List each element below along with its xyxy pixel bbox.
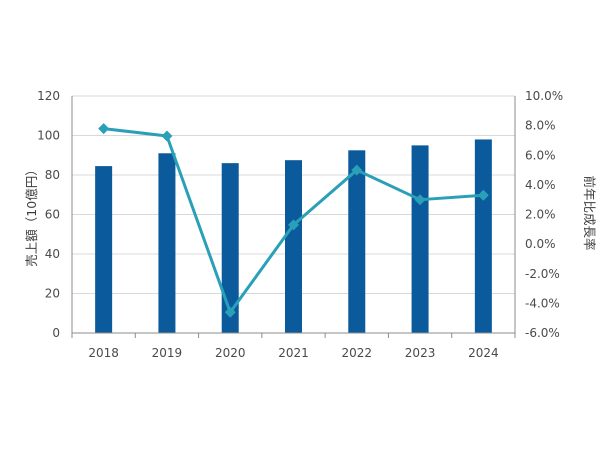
x-tick-label: 2023 bbox=[405, 346, 436, 360]
growth-point-2019 bbox=[161, 130, 173, 142]
x-tick-label: 2021 bbox=[278, 346, 309, 360]
left-tick-label: 20 bbox=[45, 287, 60, 301]
left-tick-label: 80 bbox=[45, 168, 60, 182]
bar-series bbox=[95, 139, 492, 333]
left-tick-label: 120 bbox=[37, 89, 60, 103]
growth-point-2024 bbox=[477, 189, 489, 201]
x-tick-label: 2019 bbox=[152, 346, 183, 360]
right-tick-label: 10.0% bbox=[525, 89, 563, 103]
x-tick-label: 2020 bbox=[215, 346, 246, 360]
bar-2020 bbox=[221, 163, 239, 333]
bar-2023 bbox=[411, 145, 429, 333]
right-tick-label: 6.0% bbox=[525, 148, 556, 162]
left-tick-label: 100 bbox=[37, 129, 60, 143]
bar-2019 bbox=[158, 153, 176, 333]
growth-point-2021 bbox=[288, 219, 299, 231]
bar-2021 bbox=[285, 160, 302, 333]
bar-2024 bbox=[474, 139, 492, 333]
right-tick-label: -2.0% bbox=[525, 267, 560, 281]
right-tick-label: -6.0% bbox=[525, 326, 560, 340]
growth-point-2023 bbox=[414, 194, 426, 206]
left-tick-label: 60 bbox=[45, 208, 60, 222]
bar-2018 bbox=[95, 166, 113, 333]
x-tick-label: 2022 bbox=[342, 346, 373, 360]
right-tick-label: 0.0% bbox=[525, 237, 556, 251]
x-tick-label: 2024 bbox=[468, 346, 499, 360]
growth-point-2018 bbox=[98, 123, 110, 135]
x-tick-label: 2018 bbox=[88, 346, 119, 360]
axes bbox=[71, 96, 516, 338]
left-axis-title: 売上額（10億円） bbox=[24, 163, 39, 266]
right-tick-label: -4.0% bbox=[525, 296, 560, 310]
tick-labels: 0 20 40 60 80 100 120 -6.0% -4.0% -2.0% 0.0% 2.0% 4.… bbox=[37, 89, 563, 360]
bar-2022 bbox=[348, 150, 366, 333]
growth-point-2022 bbox=[351, 164, 363, 176]
right-tick-label: 4.0% bbox=[525, 178, 556, 192]
left-tick-label: 0 bbox=[52, 326, 60, 340]
right-tick-label: 8.0% bbox=[525, 119, 556, 133]
left-tick-label: 40 bbox=[45, 247, 60, 261]
right-tick-label: 2.0% bbox=[525, 208, 556, 222]
growth-point-2020 bbox=[224, 306, 236, 318]
right-axis-title: 前年比成長率 bbox=[582, 175, 597, 250]
growth-line-series bbox=[98, 123, 489, 318]
